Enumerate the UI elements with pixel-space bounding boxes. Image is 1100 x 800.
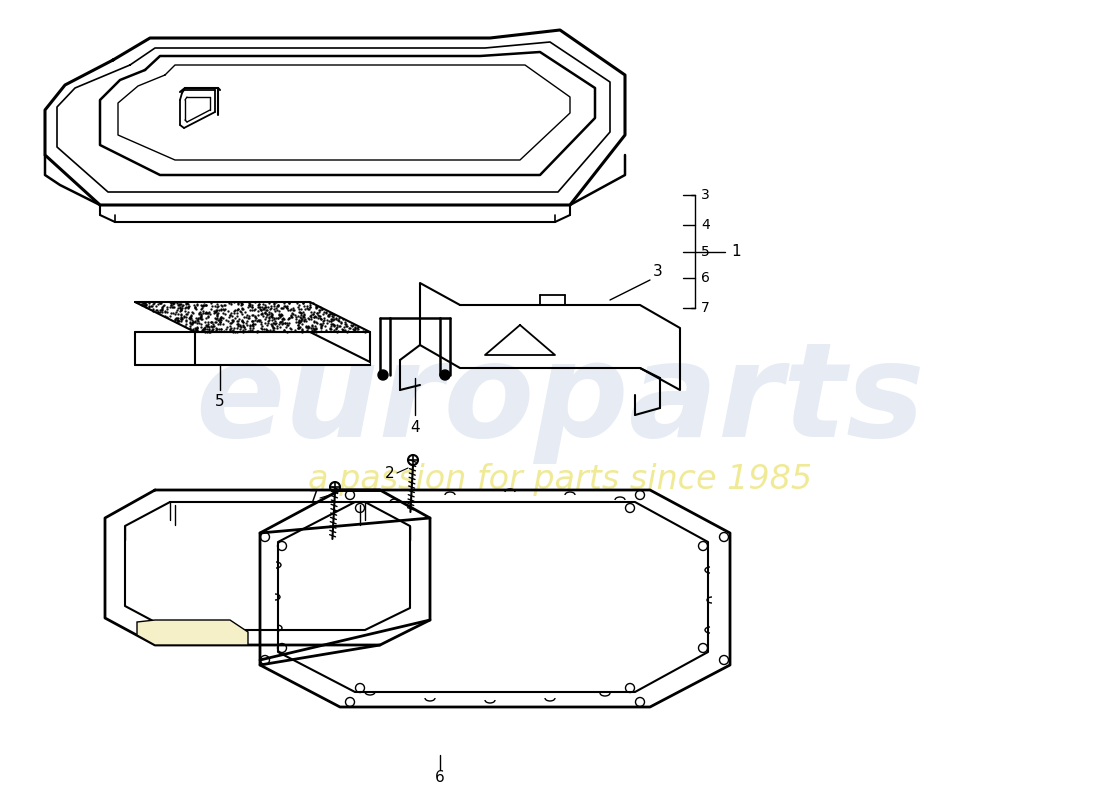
Text: 7: 7 [701, 301, 710, 315]
Text: 1: 1 [732, 244, 740, 259]
Text: 5: 5 [216, 394, 224, 410]
Circle shape [378, 370, 388, 380]
Text: 3: 3 [701, 188, 710, 202]
Text: 4: 4 [701, 218, 710, 232]
Text: 6: 6 [436, 770, 444, 786]
Text: 3: 3 [653, 265, 663, 279]
Text: 4: 4 [410, 421, 420, 435]
Text: 5: 5 [701, 245, 710, 259]
Circle shape [440, 370, 450, 380]
Text: 6: 6 [701, 271, 710, 285]
Polygon shape [138, 620, 248, 645]
Text: 2: 2 [385, 466, 395, 481]
Text: europarts: europarts [195, 337, 925, 463]
Text: a passion for parts since 1985: a passion for parts since 1985 [308, 463, 812, 497]
Text: 7: 7 [308, 490, 318, 506]
